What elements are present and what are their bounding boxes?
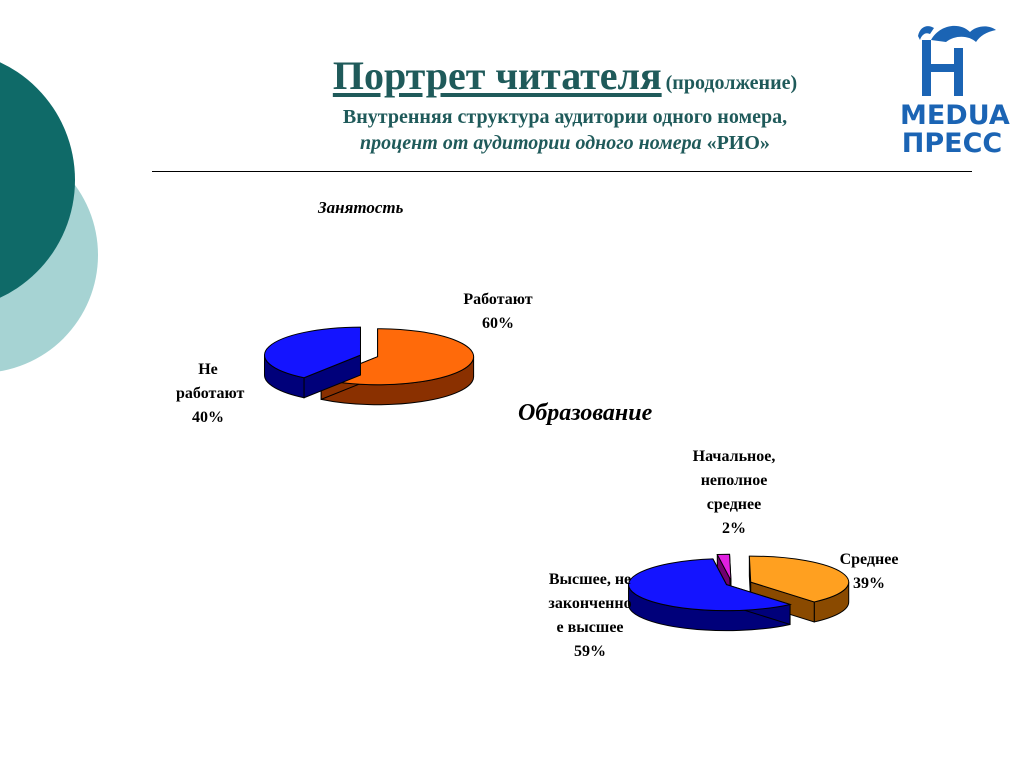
decor-circle-dark	[0, 62, 75, 298]
chart1-label-not-working: Не работают 40%	[158, 358, 258, 430]
pie-slice-3	[628, 558, 792, 632]
chart2-label-primary-name: Начальное, неполное среднее	[692, 448, 776, 513]
chart1-label-working-value: 60%	[482, 315, 514, 332]
chart2-label-secondary-value: 39%	[853, 575, 885, 592]
chart1-label-working-name: Работают	[463, 291, 533, 308]
pie-slice-top	[748, 555, 850, 603]
chart1-label-not-working-name: Не работают	[176, 361, 245, 402]
chart1-title: Занятость	[318, 198, 404, 217]
subtitle-line-2-text: процент от аудитории одного номера	[360, 132, 702, 154]
chart2-label-secondary-name: Среднее	[839, 551, 899, 568]
chart2-label-primary: Начальное, неполное среднее 2%	[682, 445, 786, 541]
pie-slice-top	[716, 553, 732, 581]
chart1-label-working: Работают 60%	[448, 288, 548, 336]
media-press-logo: MEDUA ПРЕСС	[900, 18, 1010, 159]
pie-slice-2	[263, 326, 361, 399]
chart2-title: Образование	[518, 400, 653, 426]
pegasus-icon	[918, 25, 996, 96]
logo-text-line1: MEDUA	[900, 100, 1010, 131]
chart2-label-higher: Высшее, незаконченное высшее 59%	[540, 568, 640, 664]
subtitle-rio: «РИО»	[706, 132, 770, 154]
slide-title-note: (продолжение)	[665, 72, 798, 94]
slide-header: Портрет читателя (продолжение) Внутрення…	[150, 52, 980, 156]
pie-slice-top	[628, 558, 792, 612]
chart2-label-secondary: Среднее 39%	[826, 548, 912, 596]
subtitle-line-1: Внутренняя структура аудитории одного но…	[342, 106, 788, 128]
decorative-circles	[0, 62, 98, 372]
title-row: Портрет читателя (продолжение)	[150, 52, 980, 100]
header-divider	[152, 171, 972, 172]
chart2-label-primary-value: 2%	[722, 520, 746, 537]
pie-slice-top	[264, 326, 361, 379]
logo-text-line2: ПРЕСС	[901, 128, 1003, 159]
chart1-label-not-working-value: 40%	[192, 409, 224, 426]
slide-title: Портрет читателя	[332, 53, 662, 98]
chart2-label-higher-value: 59%	[574, 643, 606, 660]
subtitle-line-2: процент от аудитории одного номера «РИО»	[150, 130, 980, 156]
chart2-label-higher-name: Высшее, незаконченное высшее	[548, 571, 632, 636]
